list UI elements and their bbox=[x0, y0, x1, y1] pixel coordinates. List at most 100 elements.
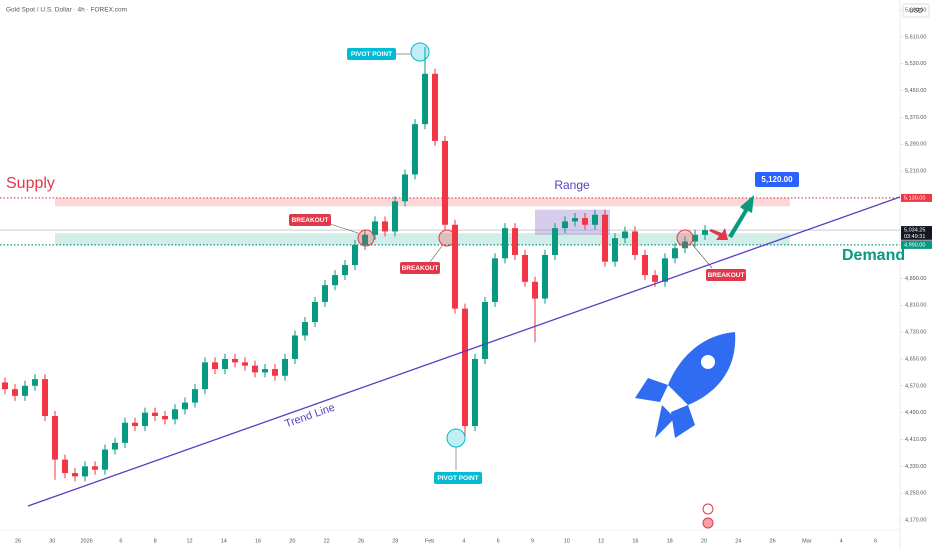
candle-body bbox=[652, 275, 658, 282]
x-tick-label: 16 bbox=[632, 538, 638, 544]
candle-body bbox=[2, 382, 8, 390]
candle-body bbox=[32, 379, 38, 386]
price-tag-label: 4,990.00 bbox=[904, 242, 925, 248]
supply-zone bbox=[55, 197, 790, 207]
range-label: Range bbox=[554, 178, 590, 192]
x-tick-label: 6 bbox=[119, 538, 122, 544]
candle-body bbox=[632, 231, 638, 255]
candle-body bbox=[102, 449, 108, 470]
x-tick-label: 4 bbox=[840, 538, 843, 544]
x-tick-label: 4 bbox=[462, 538, 465, 544]
candle-body bbox=[212, 362, 218, 370]
candle-body bbox=[272, 369, 278, 376]
pivot-box bbox=[347, 48, 396, 60]
candle-body bbox=[112, 442, 118, 450]
candle-body bbox=[372, 221, 378, 235]
candle-body bbox=[42, 379, 48, 416]
candle-body bbox=[622, 231, 628, 239]
candle-body bbox=[582, 218, 588, 225]
event-icon[interactable] bbox=[702, 503, 714, 515]
candle-body bbox=[642, 254, 648, 276]
x-tick-label: 30 bbox=[49, 538, 55, 544]
candle-body bbox=[132, 422, 138, 427]
candle-body bbox=[182, 402, 188, 410]
candle-body bbox=[452, 224, 458, 309]
up-arrow bbox=[728, 195, 754, 238]
x-tick-label: 28 bbox=[392, 538, 398, 544]
breakout-label: BREAKOUT bbox=[402, 265, 439, 272]
x-tick-label: 6 bbox=[874, 538, 877, 544]
candle-body bbox=[92, 466, 98, 470]
candle-body bbox=[572, 218, 578, 222]
y-tick-label: 5,370.00 bbox=[905, 115, 926, 121]
price-tag-time: 03:49:31 bbox=[904, 234, 925, 240]
candle-body bbox=[392, 201, 398, 232]
event-icon[interactable] bbox=[702, 517, 714, 529]
candle-body bbox=[672, 248, 678, 259]
breakout-label: BREAKOUT bbox=[708, 272, 745, 279]
candle-body bbox=[322, 285, 328, 302]
y-tick-label: 4,890.00 bbox=[905, 276, 926, 282]
candle-body bbox=[332, 275, 338, 286]
price-tag bbox=[901, 193, 932, 202]
candle-body bbox=[12, 389, 18, 396]
chart-title: Gold Spot / U.S. Dollar · 4h · FOREX.com bbox=[6, 7, 127, 14]
candle-body bbox=[22, 385, 28, 396]
breakout-label: BREAKOUT bbox=[292, 217, 329, 224]
price-tag bbox=[901, 226, 932, 241]
y-tick-label: 5,610.00 bbox=[905, 34, 926, 40]
target-box bbox=[755, 172, 799, 187]
x-tick-label: 2026 bbox=[80, 538, 92, 544]
candle-body bbox=[492, 258, 498, 302]
candle-body bbox=[72, 473, 78, 477]
breakout-circle bbox=[357, 229, 375, 247]
candle-body bbox=[172, 409, 178, 420]
target-label: 5,120.00 bbox=[761, 175, 793, 184]
candle-body bbox=[252, 365, 258, 373]
breakout-box bbox=[289, 214, 331, 226]
connector bbox=[329, 223, 359, 234]
x-tick-label: Mar bbox=[802, 538, 812, 544]
pivot-box bbox=[434, 472, 482, 484]
candle-body bbox=[342, 265, 348, 276]
pivot-circle bbox=[446, 428, 466, 448]
candle-body bbox=[432, 73, 438, 141]
breakout-circle bbox=[438, 229, 456, 247]
y-tick-label: 5,690.00 bbox=[905, 8, 926, 14]
y-tick-label: 4,570.00 bbox=[905, 383, 926, 389]
y-tick-label: 5,450.00 bbox=[905, 88, 926, 94]
candle-body bbox=[592, 214, 598, 225]
x-tick-label: Feb bbox=[425, 538, 434, 544]
y-tick-label: 4,730.00 bbox=[905, 330, 926, 336]
y-tick-label: 4,650.00 bbox=[905, 356, 926, 362]
candle-body bbox=[152, 412, 158, 416]
y-tick-label: 4,250.00 bbox=[905, 491, 926, 497]
x-tick-label: 26 bbox=[358, 538, 364, 544]
connector bbox=[429, 245, 443, 263]
candle-body bbox=[352, 244, 358, 266]
y-tick-label: 5,530.00 bbox=[905, 61, 926, 67]
x-tick-label: 9 bbox=[531, 538, 534, 544]
currency-box[interactable] bbox=[902, 3, 930, 18]
price-tag-label: 5,130.00 bbox=[904, 195, 925, 201]
x-tick-label: 12 bbox=[186, 538, 192, 544]
y-tick-label: 4,170.00 bbox=[905, 517, 926, 523]
candle-body bbox=[462, 308, 468, 427]
y-tick-label: 5,210.00 bbox=[905, 169, 926, 175]
candle-body bbox=[232, 358, 238, 363]
candle-body bbox=[682, 241, 688, 249]
y-tick-label: 4,810.00 bbox=[905, 303, 926, 309]
x-tick-label: 16 bbox=[255, 538, 261, 544]
y-tick-label: 4,490.00 bbox=[905, 410, 926, 416]
candle-body bbox=[142, 412, 148, 427]
candle-body bbox=[562, 221, 568, 229]
x-tick-label: 6 bbox=[497, 538, 500, 544]
trend-line bbox=[27, 196, 901, 507]
x-tick-label: 8 bbox=[154, 538, 157, 544]
candle-body bbox=[162, 416, 168, 420]
candle-body bbox=[692, 234, 698, 242]
y-tick-label: 5,290.00 bbox=[905, 142, 926, 148]
candle-body bbox=[62, 459, 68, 474]
